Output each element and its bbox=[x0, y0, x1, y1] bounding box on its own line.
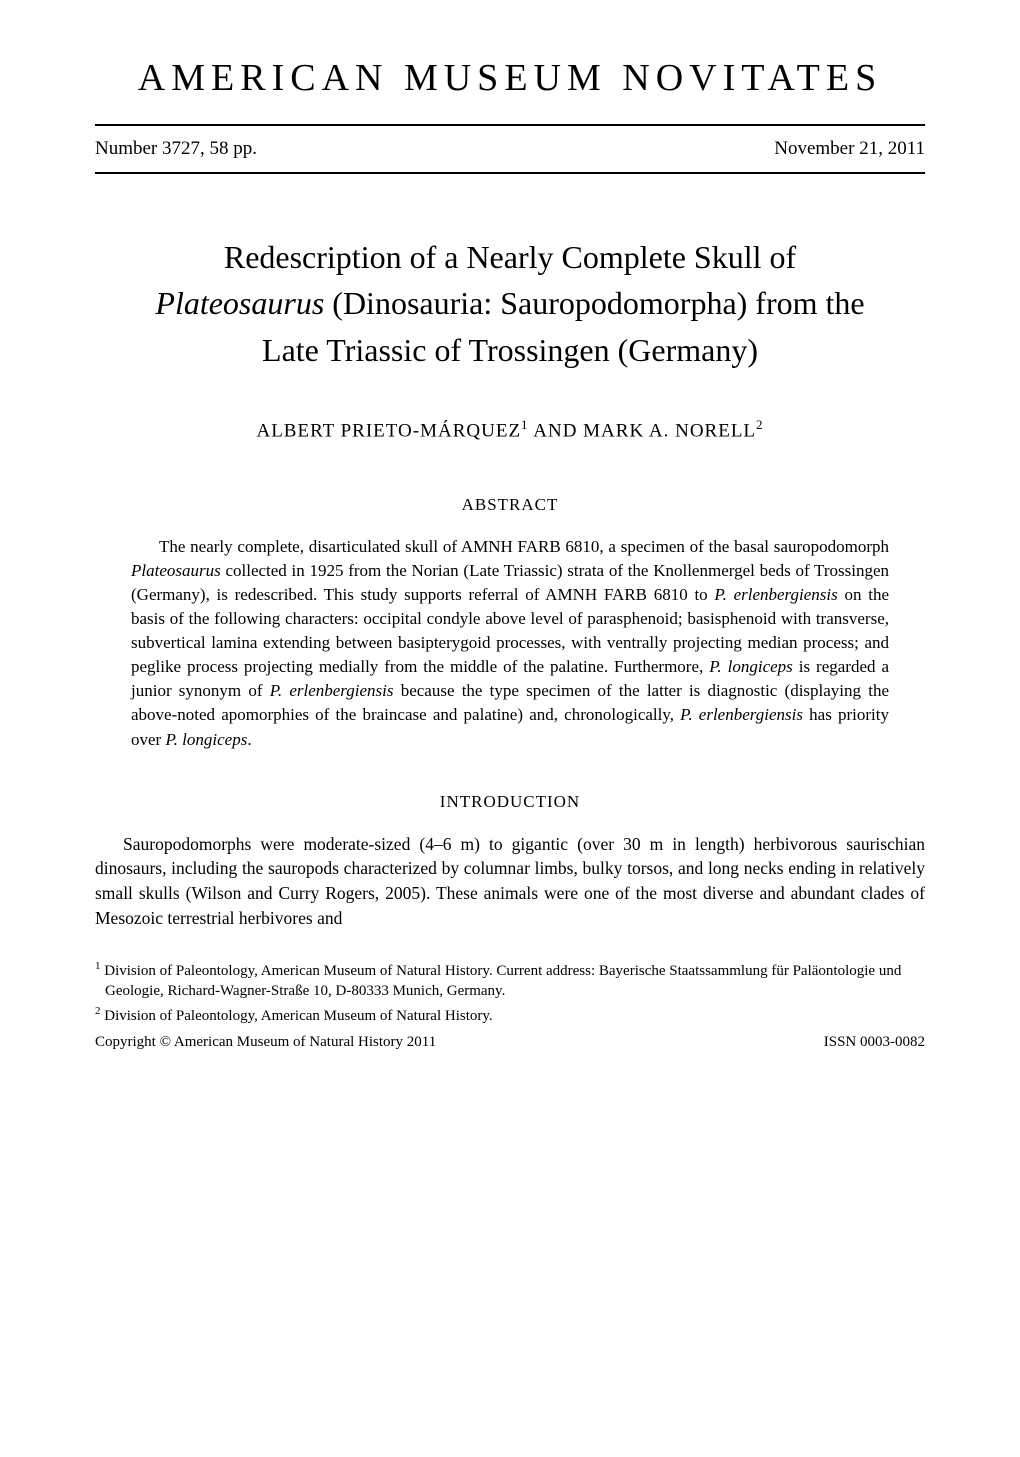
abstract-i1: Plateosaurus bbox=[131, 561, 221, 580]
footnote-1: 1 Division of Paleontology, American Mus… bbox=[95, 959, 925, 1002]
abstract-body: The nearly complete, disarticulated skul… bbox=[131, 535, 889, 752]
introduction-heading: INTRODUCTION bbox=[95, 792, 925, 812]
footnote-1-text: Division of Paleontology, American Museu… bbox=[101, 963, 902, 999]
copyright-text: Copyright © American Museum of Natural H… bbox=[95, 1034, 436, 1051]
abstract-t7: . bbox=[247, 730, 251, 749]
footnotes: 1 Division of Paleontology, American Mus… bbox=[95, 959, 925, 1026]
abstract-i5: P. erlenbergiensis bbox=[680, 705, 803, 724]
abstract-t1: The nearly complete, disarticulated skul… bbox=[159, 537, 889, 556]
authors-conjunction: AND MARK A. NORELL bbox=[529, 421, 756, 442]
title-line2-rest: (Dinosauria: Sauropodomorpha) from the bbox=[324, 285, 864, 321]
title-line3: Late Triassic of Trossingen (Germany) bbox=[262, 332, 758, 368]
article-title: Redescription of a Nearly Complete Skull… bbox=[95, 234, 925, 373]
header-meta: Number 3727, 58 pp. November 21, 2011 bbox=[95, 126, 925, 172]
title-genus: Plateosaurus bbox=[155, 285, 324, 321]
issn: ISSN 0003-0082 bbox=[824, 1034, 925, 1051]
footnote-2: 2 Division of Paleontology, American Mus… bbox=[95, 1004, 925, 1026]
footnote-2-text: Division of Paleontology, American Museu… bbox=[101, 1008, 493, 1024]
issue-date: November 21, 2011 bbox=[774, 138, 925, 160]
abstract-i2: P. erlenbergiensis bbox=[714, 585, 837, 604]
author-1: ALBERT PRIETO-MÁRQUEZ bbox=[256, 421, 521, 442]
author-2-affil: 2 bbox=[756, 417, 764, 432]
title-line1: Redescription of a Nearly Complete Skull… bbox=[224, 239, 796, 275]
rule-bottom bbox=[95, 172, 925, 174]
introduction-body: Sauropodomorphs were moderate-sized (4–6… bbox=[95, 832, 925, 931]
journal-title: AMERICAN MUSEUM NOVITATES bbox=[95, 56, 925, 100]
copyright-line: Copyright © American Museum of Natural H… bbox=[95, 1034, 925, 1051]
author-1-affil: 1 bbox=[521, 417, 529, 432]
abstract-i4: P. erlenbergiensis bbox=[270, 681, 394, 700]
abstract-i3: P. longiceps bbox=[709, 657, 793, 676]
abstract-heading: ABSTRACT bbox=[95, 495, 925, 515]
issue-info: Number 3727, 58 pp. bbox=[95, 138, 257, 160]
authors: ALBERT PRIETO-MÁRQUEZ1 AND MARK A. NOREL… bbox=[95, 417, 925, 442]
abstract-i6: P. longiceps bbox=[165, 730, 247, 749]
